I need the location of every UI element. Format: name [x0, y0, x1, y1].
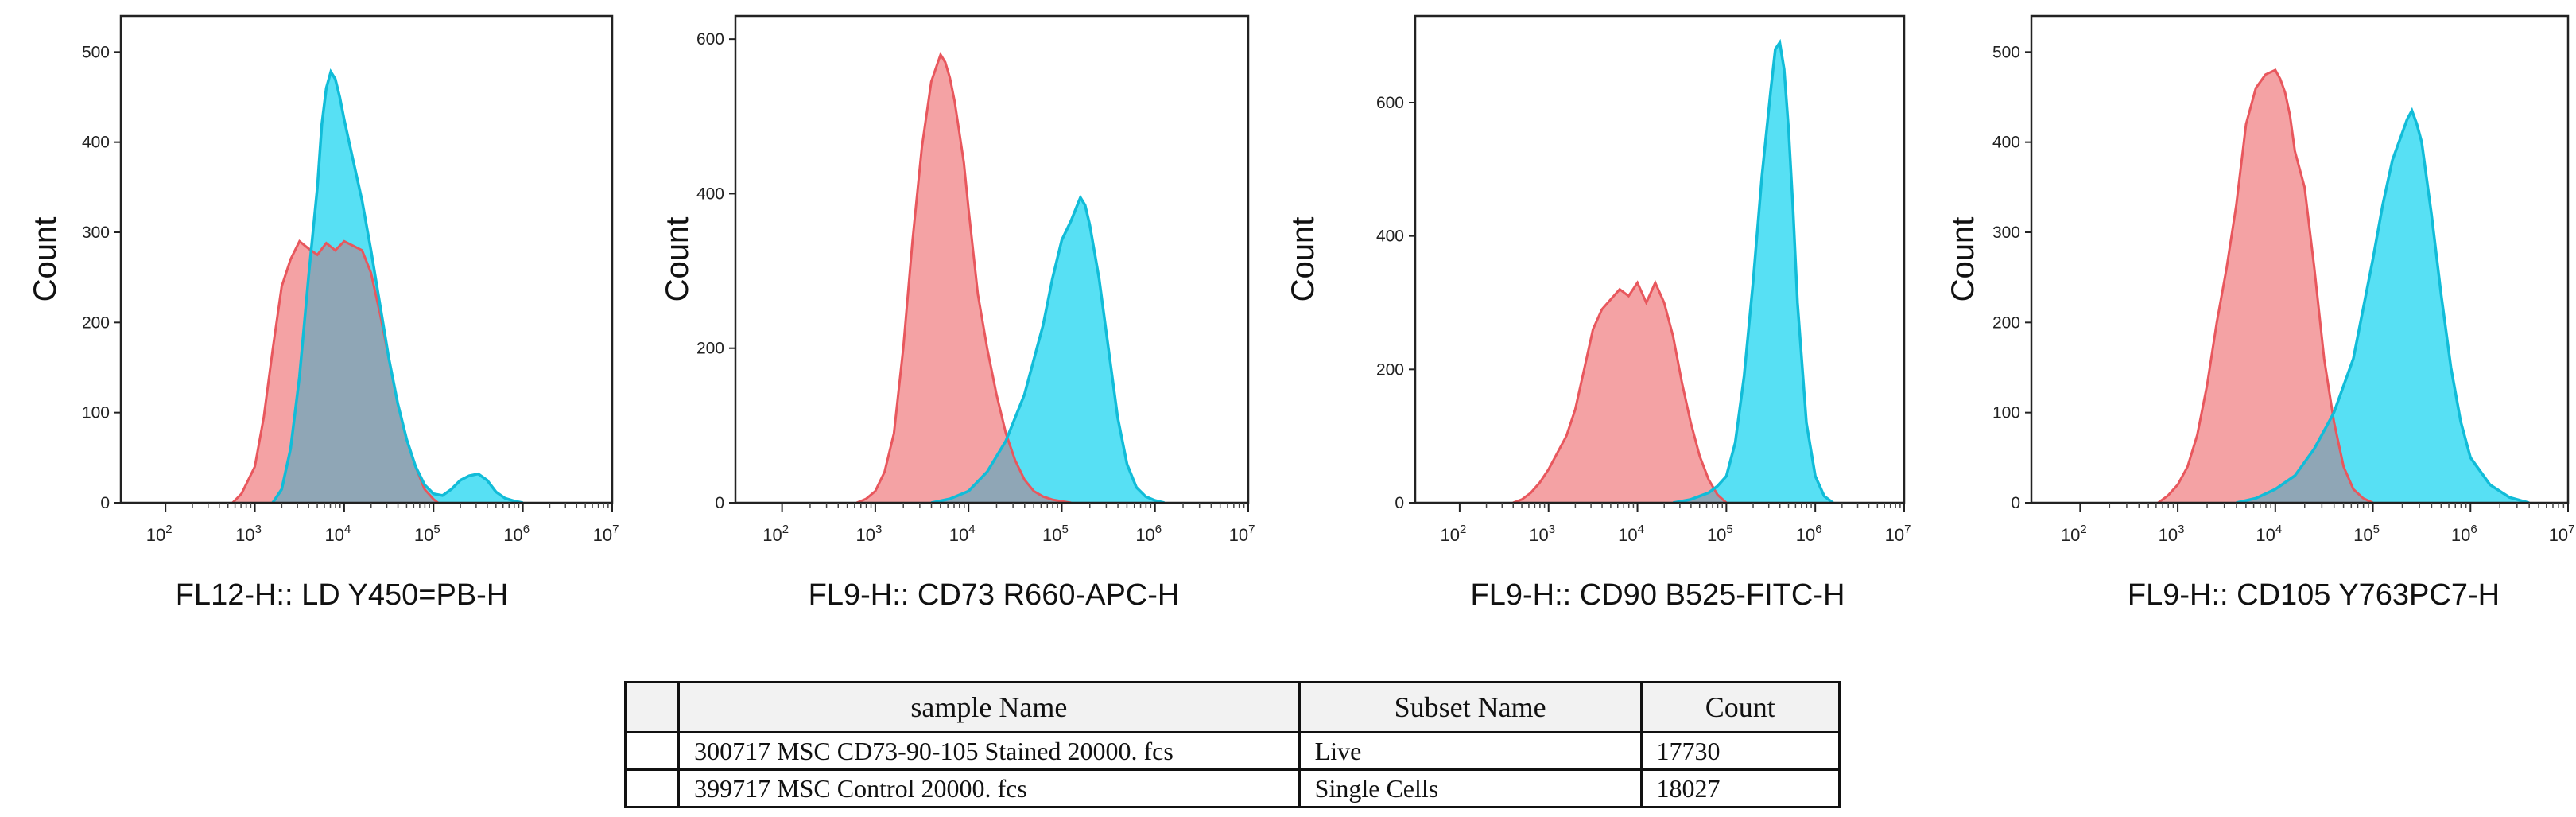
- x-tick-label: 102: [762, 523, 789, 545]
- control-histogram-line: [855, 52, 1072, 503]
- histogram-panel-1: 0 100 200 300 400 500 102 103 104 105 106 107 Count F…: [28, 14, 619, 612]
- x-tick-label: 106: [503, 523, 530, 545]
- y-tick-label: 100: [82, 404, 110, 422]
- x-tick-label: 102: [1440, 523, 1466, 545]
- table-row: 300717 MSC CD73-90-105 Stained 20000. fc…: [623, 731, 1841, 771]
- table-row: 399717 MSC Control 20000. fcs Single Cel…: [623, 768, 1841, 808]
- x-tick-label: 103: [2159, 523, 2185, 545]
- y-axis-title: Count: [1946, 217, 1980, 302]
- row-sample-name: 399717 MSC Control 20000. fcs: [677, 768, 1301, 808]
- x-tick-label: 104: [2256, 523, 2282, 545]
- x-axis-title: FL9-H:: CD90 B525-FITC-H: [1471, 578, 1845, 612]
- y-tick-label: 0: [715, 494, 724, 512]
- y-tick-label: 600: [696, 30, 724, 49]
- y-tick-label: 200: [1992, 313, 2020, 332]
- histogram-panel-4: 0 100 200 300 400 500 102 103 104 105 106 107 Count F…: [1946, 14, 2575, 612]
- header-blank-cell: [623, 681, 681, 733]
- y-axis-title: Count: [1286, 217, 1321, 302]
- y-tick-label: 500: [82, 43, 110, 61]
- control-histogram-fill: [1513, 282, 1727, 503]
- y-tick-label: 300: [1992, 224, 2020, 242]
- row-color-cell: [623, 731, 681, 771]
- x-tick-label: 103: [235, 523, 262, 545]
- y-axis-title: Count: [28, 217, 63, 302]
- x-tick-label: 106: [2451, 523, 2477, 545]
- sample-legend-table: sample Name Subset Name Count 300717 MSC…: [623, 681, 1841, 808]
- stained-histogram-fill: [931, 197, 1165, 503]
- y-axis-title: Count: [660, 217, 695, 302]
- x-tick-label: 102: [2061, 523, 2087, 545]
- x-tick-label: 105: [2353, 523, 2380, 545]
- row-subset-name: Live: [1298, 731, 1643, 771]
- x-axis-title: FL12-H:: LD Y450=PB-H: [176, 578, 509, 612]
- stained-histogram-line: [2236, 107, 2530, 503]
- x-tick-label: 106: [1796, 523, 1822, 545]
- plot-frame: [119, 14, 614, 504]
- y-tick-label: 100: [1992, 404, 2020, 422]
- x-tick-label: 106: [1135, 523, 1162, 545]
- y-tick-label: 400: [82, 134, 110, 152]
- control-histogram-fill: [856, 54, 1072, 503]
- x-tick-label: 105: [1707, 523, 1733, 545]
- overlap-histogram-fill: [273, 241, 438, 503]
- x-tick-label: 103: [1529, 523, 1555, 545]
- y-tick-label: 200: [82, 313, 110, 332]
- header-subset-name: Subset Name: [1298, 681, 1643, 733]
- x-tick-label: 107: [1229, 523, 1255, 545]
- x-axis-title: FL9-H:: CD105 Y763PC7-H: [2128, 578, 2500, 612]
- x-tick-label: 104: [324, 523, 351, 545]
- x-tick-label: 107: [1885, 523, 1911, 545]
- stained-histogram-line: [930, 194, 1165, 503]
- x-tick-label: 107: [2549, 523, 2575, 545]
- stained-histogram-line: [1672, 38, 1834, 503]
- plot-frame: [2030, 14, 2570, 504]
- y-tick-label: 0: [1395, 494, 1404, 512]
- x-tick-label: 102: [146, 523, 173, 545]
- x-tick-label: 105: [414, 523, 440, 545]
- x-tick-label: 107: [593, 523, 619, 545]
- stained-histogram-line: [271, 68, 523, 503]
- y-tick-label: 600: [1376, 94, 1404, 112]
- y-tick-label: 300: [82, 224, 110, 242]
- x-tick-label: 104: [1618, 523, 1644, 545]
- row-subset-name: Single Cells: [1298, 768, 1643, 808]
- y-tick-label: 400: [696, 185, 724, 203]
- y-tick-label: 400: [1992, 134, 2020, 152]
- control-histogram-line: [2157, 68, 2374, 503]
- stained-histogram-fill: [1673, 42, 1833, 503]
- plot-frame: [1414, 14, 1906, 504]
- y-tick-label: 200: [696, 340, 724, 358]
- row-count: 18027: [1639, 768, 1841, 808]
- y-tick-label: 0: [2011, 494, 2020, 512]
- y-tick-label: 200: [1376, 360, 1404, 379]
- control-histogram-fill: [2158, 70, 2373, 503]
- plot-frame: [734, 14, 1250, 504]
- control-histogram-line: [1512, 279, 1728, 503]
- y-tick-label: 400: [1376, 228, 1404, 246]
- x-tick-label: 104: [949, 523, 976, 545]
- table-header-row: sample Name Subset Name Count: [623, 681, 1841, 733]
- row-count: 17730: [1639, 731, 1841, 771]
- y-tick-label: 0: [100, 494, 110, 512]
- x-tick-label: 103: [855, 523, 882, 545]
- stained-histogram-fill: [2236, 111, 2529, 503]
- x-axis-title: FL9-H:: CD73 R660-APC-H: [809, 578, 1180, 612]
- header-count: Count: [1639, 681, 1841, 733]
- row-sample-name: 300717 MSC CD73-90-105 Stained 20000. fc…: [677, 731, 1301, 771]
- header-sample-name: sample Name: [677, 681, 1301, 733]
- row-color-cell: [623, 768, 681, 808]
- x-tick-label: 105: [1042, 523, 1069, 545]
- y-tick-label: 500: [1992, 43, 2020, 61]
